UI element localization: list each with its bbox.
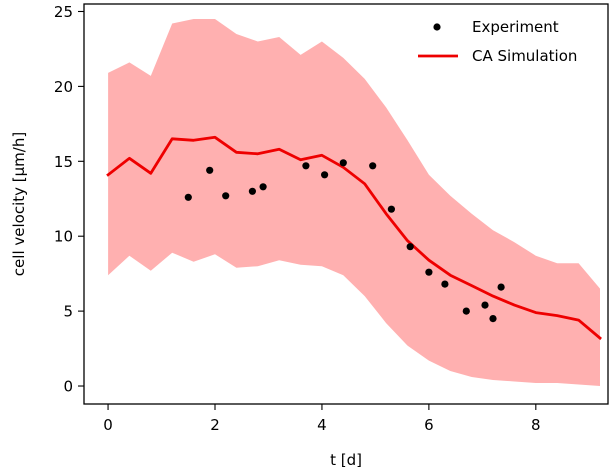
experiment-point (425, 268, 433, 276)
experiment-point (497, 283, 505, 291)
y-tick-label: 0 (63, 378, 73, 396)
x-tick-label: 0 (103, 416, 113, 434)
experiment-point (321, 171, 329, 179)
y-axis-label: cell velocity [μm/h] (10, 132, 28, 276)
experiment-point (248, 187, 256, 195)
experiment-point (184, 193, 192, 201)
x-axis-ticks: 0 2 4 6 8 (103, 404, 541, 434)
y-tick-label: 25 (54, 3, 73, 21)
y-tick-label: 10 (54, 228, 73, 246)
experiment-point (339, 159, 347, 167)
x-axis-label: t [d] (330, 451, 362, 469)
simulation-line (106, 135, 602, 341)
experiment-point (489, 315, 497, 323)
experiment-point (302, 162, 310, 170)
experiment-point (259, 183, 267, 191)
confidence-band-layer (108, 19, 600, 386)
x-tick-label: 4 (317, 416, 327, 434)
y-tick-label: 20 (54, 78, 73, 96)
experiment-points-layer (184, 159, 505, 323)
x-tick-label: 6 (424, 416, 434, 434)
legend: Experiment CA Simulation (418, 18, 577, 65)
legend-label-experiment: Experiment (472, 18, 559, 36)
legend-marker-experiment (433, 23, 441, 31)
experiment-point (206, 166, 214, 174)
y-tick-label: 5 (63, 303, 73, 321)
y-tick-label: 15 (54, 153, 73, 171)
y-axis-ticks: 0 5 10 15 20 25 (54, 3, 84, 396)
experiment-point (387, 205, 395, 213)
experiment-point (481, 301, 489, 309)
axes-frame (83, 3, 609, 405)
experiment-point (369, 162, 377, 170)
experiment-point (462, 307, 470, 315)
experiment-point (441, 280, 449, 288)
simulation-line-layer (106, 135, 602, 341)
x-tick-label: 8 (531, 416, 541, 434)
confidence-band (108, 19, 600, 386)
x-tick-label: 2 (210, 416, 220, 434)
experiment-point (406, 243, 414, 251)
plot-area (106, 19, 602, 386)
legend-label-simulation: CA Simulation (472, 47, 577, 65)
experiment-point (222, 192, 230, 200)
